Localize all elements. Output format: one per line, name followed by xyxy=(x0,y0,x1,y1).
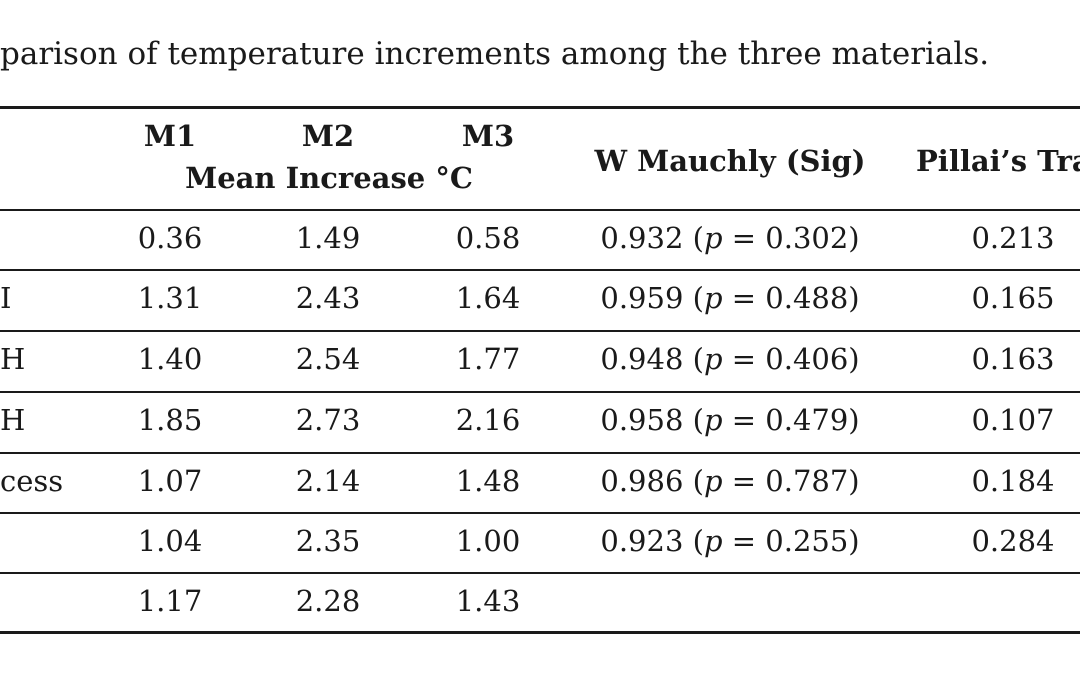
p-value: 0.406 xyxy=(765,342,849,376)
row-rule xyxy=(0,512,1080,514)
cell-m3: 1.00 xyxy=(455,524,521,558)
row-rule xyxy=(0,330,1080,332)
row-rule xyxy=(0,269,1080,271)
cell-m3: 1.43 xyxy=(455,584,521,618)
row-label: H xyxy=(0,403,26,437)
w-value: 0.958 xyxy=(600,403,684,437)
cell-m2: 2.54 xyxy=(295,342,361,376)
header-m2: M2 xyxy=(301,119,355,153)
cell-m1: 1.31 xyxy=(137,281,203,315)
row-rule xyxy=(0,572,1080,574)
cell-m3: 1.48 xyxy=(455,464,521,498)
cell-w-mauchly: 0.923 (p = 0.255) xyxy=(600,524,860,558)
w-value: 0.959 xyxy=(600,281,684,315)
cell-m2: 2.73 xyxy=(295,403,361,437)
cell-pillai: 0.213 xyxy=(971,221,1055,255)
cell-m1: 1.85 xyxy=(137,403,203,437)
row-rule xyxy=(0,391,1080,393)
row-rule xyxy=(0,452,1080,454)
cell-m2: 1.49 xyxy=(295,221,361,255)
cell-m1: 1.04 xyxy=(137,524,203,558)
cell-m2: 2.14 xyxy=(295,464,361,498)
p-value: 0.787 xyxy=(765,464,849,498)
cell-pillai: 0.107 xyxy=(971,403,1055,437)
row-label: cess xyxy=(0,464,64,498)
cell-w-mauchly: 0.959 (p = 0.488) xyxy=(600,281,860,315)
row-label: I xyxy=(0,281,12,315)
w-value: 0.986 xyxy=(600,464,684,498)
cell-m2: 2.35 xyxy=(295,524,361,558)
header-m3: M3 xyxy=(461,119,515,153)
header-rule xyxy=(0,209,1080,211)
cell-m1: 1.17 xyxy=(137,584,203,618)
w-value: 0.923 xyxy=(600,524,684,558)
header-mean-increase: Mean Increase °C xyxy=(185,161,473,195)
header-m1: M1 xyxy=(143,119,197,153)
header-pillai: Pillai’s Tra xyxy=(916,144,1080,178)
cell-pillai: 0.284 xyxy=(971,524,1055,558)
cell-pillai: 0.165 xyxy=(971,281,1055,315)
top-rule xyxy=(0,106,1080,109)
p-value: 0.255 xyxy=(765,524,849,558)
cell-w-mauchly: 0.932 (p = 0.302) xyxy=(600,221,860,255)
cell-m2: 2.43 xyxy=(295,281,361,315)
p-value: 0.479 xyxy=(765,403,849,437)
cell-w-mauchly: 0.958 (p = 0.479) xyxy=(600,403,860,437)
cell-pillai: 0.163 xyxy=(971,342,1055,376)
cell-m1: 0.36 xyxy=(137,221,203,255)
cell-w-mauchly: 0.948 (p = 0.406) xyxy=(600,342,860,376)
p-value: 0.488 xyxy=(765,281,849,315)
w-value: 0.948 xyxy=(600,342,684,376)
cell-m3: 1.64 xyxy=(455,281,521,315)
cell-m2: 2.28 xyxy=(295,584,361,618)
w-value: 0.932 xyxy=(600,221,684,255)
row-label: H xyxy=(0,342,26,376)
bottom-rule xyxy=(0,631,1080,634)
p-value: 0.302 xyxy=(765,221,849,255)
cell-w-mauchly: 0.986 (p = 0.787) xyxy=(600,464,860,498)
cell-pillai: 0.184 xyxy=(971,464,1055,498)
cell-m1: 1.07 xyxy=(137,464,203,498)
cell-m3: 0.58 xyxy=(455,221,521,255)
header-w-mauchly: W Mauchly (Sig) xyxy=(594,144,866,178)
table-caption: parison of temperature increments among … xyxy=(0,36,990,72)
cell-m3: 2.16 xyxy=(455,403,521,437)
cell-m1: 1.40 xyxy=(137,342,203,376)
cell-m3: 1.77 xyxy=(455,342,521,376)
